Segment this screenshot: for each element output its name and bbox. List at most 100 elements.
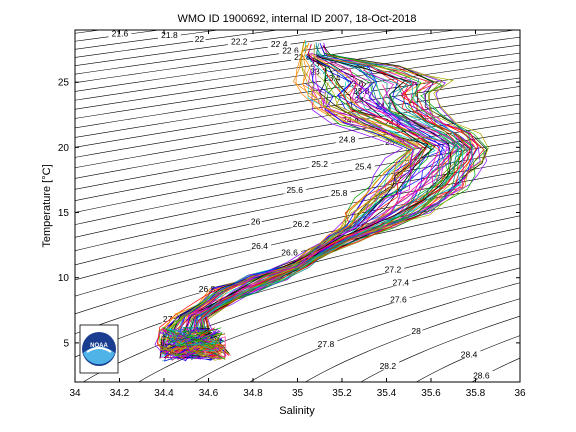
density-contour-label: 24.2 xyxy=(375,100,392,110)
profile-line-deep xyxy=(162,328,212,361)
contour-label-bg xyxy=(278,248,301,257)
density-contour-line xyxy=(75,131,520,213)
contour-label-bg xyxy=(457,349,481,358)
density-contour-label: 23.4 xyxy=(324,73,341,83)
density-contour-line xyxy=(75,30,399,75)
density-contour-label: 22.6 xyxy=(282,46,299,56)
x-tick-label: 34 xyxy=(69,388,81,399)
density-contour-line xyxy=(138,253,520,382)
profile-line xyxy=(185,53,422,355)
density-contour-label: 27.6 xyxy=(390,295,407,305)
contour-label-bg xyxy=(387,295,410,304)
profile-line xyxy=(167,66,433,354)
contour-label-bg xyxy=(351,162,375,171)
contour-label-bg xyxy=(249,216,262,225)
contour-label-bg xyxy=(409,326,423,335)
x-tick-label: 35.4 xyxy=(377,388,397,399)
contour-label-bg xyxy=(352,95,366,104)
density-contour-label: 22.2 xyxy=(231,37,248,47)
contour-label-bg xyxy=(372,100,396,109)
contour-label-bg xyxy=(335,134,359,143)
density-contour-line xyxy=(193,267,520,382)
profile-line xyxy=(195,43,458,356)
density-contour-label: 26.2 xyxy=(293,219,310,229)
density-contour-line xyxy=(75,30,518,92)
x-tick-label: 34.4 xyxy=(154,388,174,399)
contour-label-bg xyxy=(381,117,404,126)
density-contour-label: 28.4 xyxy=(461,349,478,359)
contour-label-bg xyxy=(227,37,251,46)
density-contour-line xyxy=(75,52,520,119)
density-contour-label: 21.8 xyxy=(161,30,178,40)
density-contour-line xyxy=(304,298,520,382)
profile-line xyxy=(187,70,449,358)
profile-line-deep xyxy=(166,327,223,349)
density-contour-label: 27.2 xyxy=(385,265,402,275)
density-contour-label: 24.4 xyxy=(342,115,359,125)
density-contour-label: 23.2 xyxy=(310,67,327,77)
density-contour-line xyxy=(75,36,520,101)
contour-label-bg xyxy=(327,188,351,197)
axis-ticks: 34 34.2 34.4 34.6 34.8 35 35.2 35.4 35.6 35.8 36 5 1… xyxy=(58,30,526,399)
y-tick-label: 5 xyxy=(63,338,69,349)
density-contour-label: 24 xyxy=(354,95,364,105)
density-contour-label: 24.8 xyxy=(339,134,356,144)
contour-label-bg xyxy=(248,241,272,250)
density-contour-label: 25.2 xyxy=(311,159,328,169)
density-contour-label: 28.6 xyxy=(473,370,490,380)
density-contour-label: 28 xyxy=(411,326,421,336)
density-contour-line xyxy=(75,69,520,138)
density-contour-line xyxy=(75,60,520,129)
y-axis-title: Temperature [°C] xyxy=(41,164,53,247)
density-contour-line xyxy=(75,150,520,238)
contour-label-bg xyxy=(314,339,338,348)
density-contour-label: 22.8 xyxy=(294,52,311,62)
x-tick-label: 34.8 xyxy=(243,388,263,399)
contour-label-bg xyxy=(195,284,219,293)
contour-label-bg xyxy=(290,52,314,61)
profile-line xyxy=(181,56,452,354)
x-tick-label: 35.2 xyxy=(332,388,352,399)
density-contour-label: 26.6 xyxy=(281,248,298,258)
contour-label-bg xyxy=(469,370,493,379)
contour-label-bg xyxy=(193,34,206,43)
contour-label-bg xyxy=(308,59,321,68)
profile-lines xyxy=(154,39,489,362)
density-contour-label: 23 xyxy=(310,59,320,69)
contour-label-bg xyxy=(389,278,413,287)
profile-line xyxy=(191,78,459,357)
density-contour-label: 28.2 xyxy=(380,361,397,371)
density-contour-label: 21.6 xyxy=(112,29,129,39)
contour-label-bg xyxy=(307,67,330,76)
contour-label-bg xyxy=(376,361,400,370)
contour-label-bg xyxy=(308,159,332,168)
density-contour-label: 22.4 xyxy=(271,39,288,49)
density-contour-line xyxy=(75,171,520,266)
density-contour-line xyxy=(75,192,520,297)
density-contour-label: 25.4 xyxy=(355,162,372,172)
contour-label-bg xyxy=(349,86,373,95)
density-contour-label: 25.6 xyxy=(286,185,303,195)
density-contour-label: 26.8 xyxy=(199,284,216,294)
density-contour-line xyxy=(75,30,458,83)
contour-label-bg xyxy=(161,314,174,323)
x-tick-label: 34.2 xyxy=(110,388,130,399)
contour-label-bg xyxy=(320,73,344,82)
x-tick-label: 34.6 xyxy=(199,388,219,399)
density-contour-label: 27 xyxy=(163,314,173,324)
noaa-logo: NOAA xyxy=(79,324,119,374)
x-tick-label: 35 xyxy=(292,388,304,399)
contour-label-bg xyxy=(381,265,405,274)
svg-text:NOAA: NOAA xyxy=(90,343,108,349)
contour-label-bg xyxy=(283,185,307,194)
profile-line xyxy=(201,80,463,354)
density-contour-label: 25 xyxy=(385,137,395,147)
profile-line xyxy=(161,42,407,354)
x-tick-label: 36 xyxy=(514,388,526,399)
density-contour-line xyxy=(75,140,520,225)
density-contour-line xyxy=(415,335,520,382)
profile-line xyxy=(172,57,429,354)
y-tick-label: 10 xyxy=(58,273,70,284)
profile-line-deep xyxy=(159,326,218,361)
